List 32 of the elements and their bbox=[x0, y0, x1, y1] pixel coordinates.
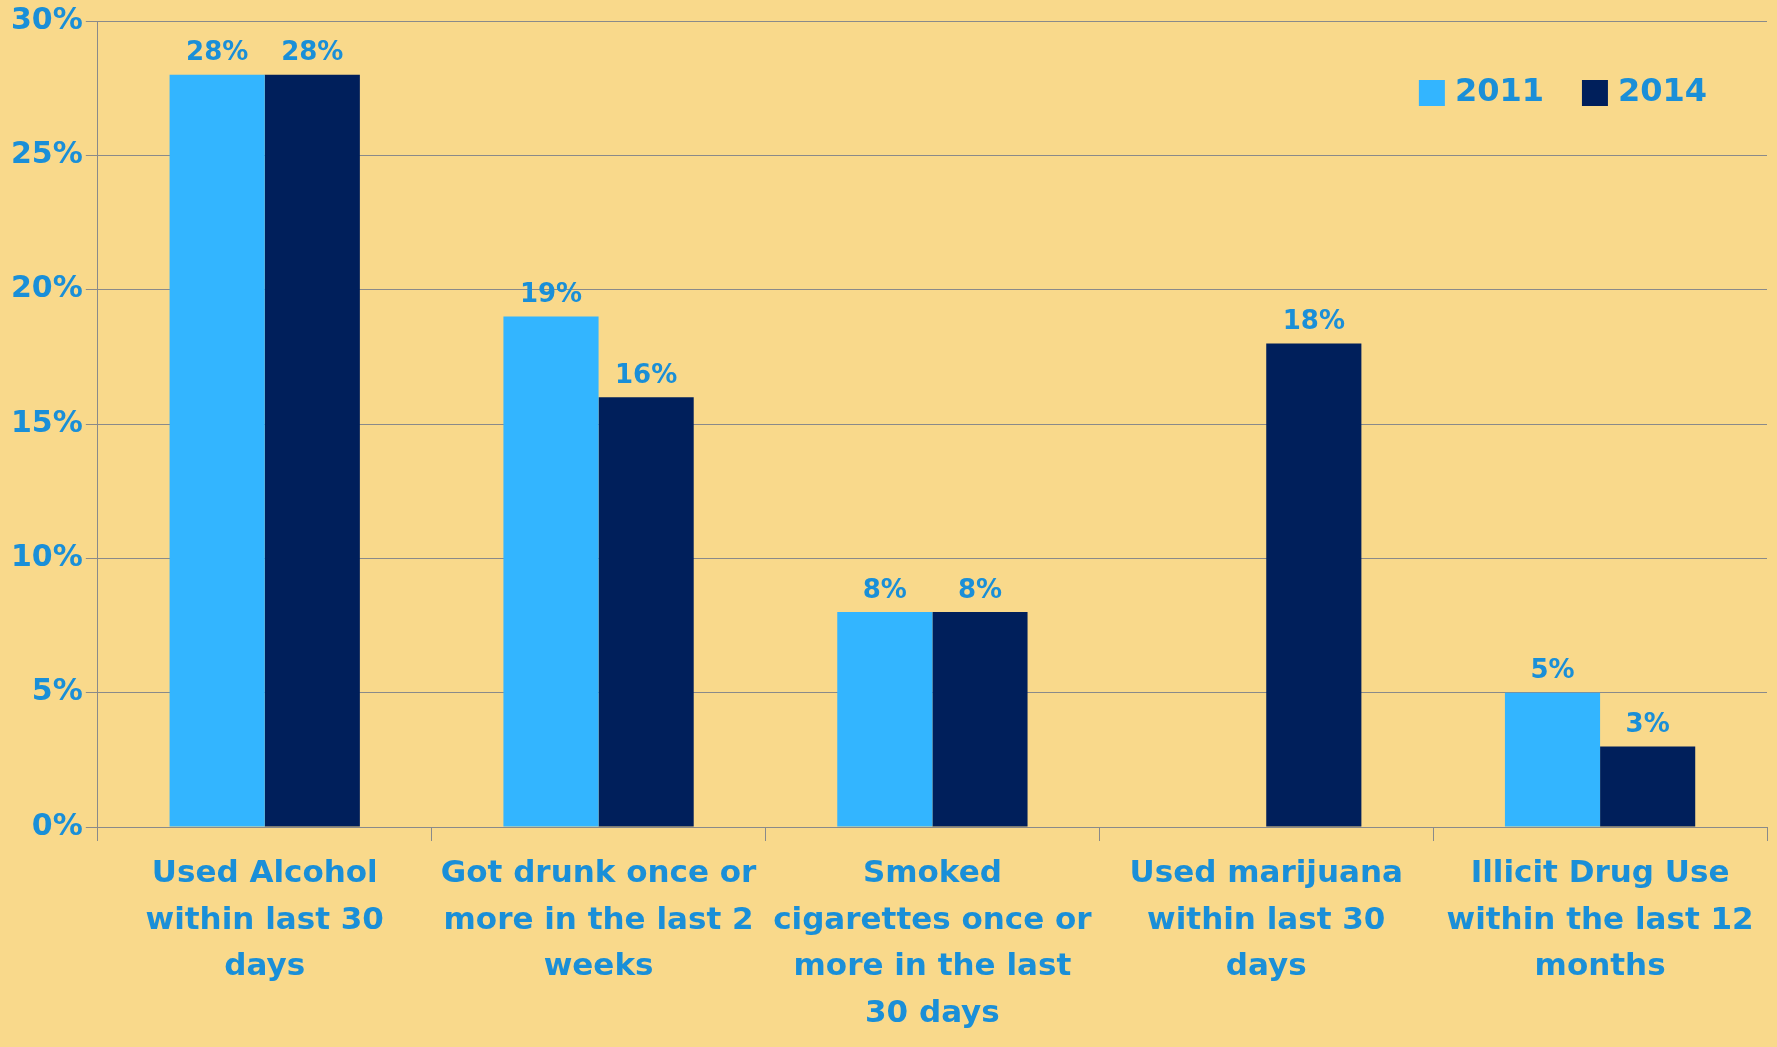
bar bbox=[1600, 746, 1696, 827]
y-tick-label: 30% bbox=[10, 0, 83, 36]
bar bbox=[1266, 343, 1362, 827]
x-tick-label: Smoked cigarettes once or more in the last 30 days bbox=[773, 853, 1093, 1029]
bar bbox=[837, 612, 933, 827]
bar bbox=[169, 74, 265, 827]
y-tick-label: 5% bbox=[31, 672, 83, 708]
x-tick-label: Got drunk once or more in the last 2 weeks bbox=[440, 853, 758, 983]
data-label: 8% bbox=[862, 573, 907, 604]
data-label: 3% bbox=[1625, 708, 1670, 739]
data-label: 8% bbox=[957, 573, 1003, 604]
data-label: 18% bbox=[1282, 305, 1345, 336]
bar bbox=[598, 397, 694, 827]
y-tick-label: 15% bbox=[10, 403, 83, 439]
x-tick-label: Used marijuana within last 30 days bbox=[1129, 853, 1403, 983]
y-tick-label: 10% bbox=[10, 538, 83, 574]
bar bbox=[1504, 692, 1601, 827]
data-label: 5% bbox=[1530, 654, 1575, 685]
x-tick-label: Used Alcohol within last 30 days bbox=[145, 853, 384, 983]
bar bbox=[503, 316, 599, 827]
data-label: 28% bbox=[281, 36, 344, 67]
y-tick-label: 25% bbox=[10, 135, 83, 171]
y-tick-label: 20% bbox=[10, 269, 83, 305]
legend-label: 2011 bbox=[1454, 71, 1544, 110]
data-label: 16% bbox=[615, 358, 678, 389]
data-label: 19% bbox=[519, 278, 583, 309]
data-label: 28% bbox=[186, 36, 249, 67]
x-tick-label: Illicit Drug Use within the last 12 months bbox=[1446, 853, 1754, 983]
bar bbox=[264, 74, 360, 827]
y-tick-label: 0% bbox=[31, 806, 83, 842]
legend-label: 2014 bbox=[1617, 71, 1707, 110]
bar bbox=[932, 612, 1028, 827]
